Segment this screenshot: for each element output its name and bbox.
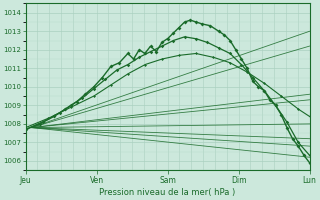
X-axis label: Pression niveau de la mer( hPa ): Pression niveau de la mer( hPa ) bbox=[100, 188, 236, 197]
